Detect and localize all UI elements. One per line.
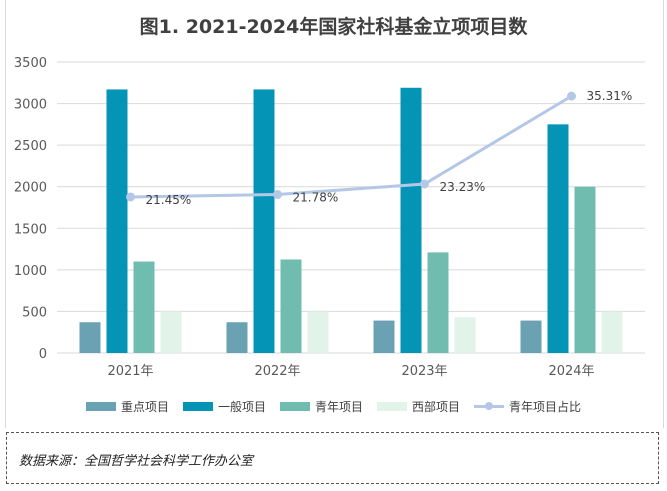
line-point [567,91,576,101]
bar-重点项目 [373,320,395,353]
bar-一般项目 [400,87,422,353]
legend-label: 青年项目占比 [509,400,582,414]
y-tick-label: 500 [22,305,47,320]
legend-item: 青年项目 [279,398,363,415]
bar-重点项目 [226,322,248,353]
bar-青年项目 [427,252,449,353]
line-point [273,190,282,200]
x-tick-label: 2021年 [107,364,153,379]
legend-label: 一般项目 [217,400,266,414]
line-point [420,179,429,189]
bar-西部项目 [601,311,623,353]
bar-西部项目 [160,311,182,353]
legend-label: 西部项目 [412,400,461,414]
y-tick-label: 0 [39,347,47,362]
line-data-label: 35.31% [587,89,633,103]
bar-一般项目 [253,89,275,354]
line-data-label: 21.78% [293,191,339,205]
legend-item: 重点项目 [85,398,169,415]
legend-swatch [85,402,116,411]
line-series [130,94,573,199]
bar-青年项目 [280,259,302,353]
bar-一般项目 [547,124,569,353]
bar-一般项目 [106,89,128,354]
bar-西部项目 [307,311,329,353]
bar-重点项目 [520,320,542,353]
source-box: 数据来源：全国哲学社会科学工作办公室 [6,432,659,484]
legend-item: 一般项目 [182,398,266,415]
x-tick-label: 2024年 [548,364,594,379]
legend-item: 青年项目占比 [474,398,581,415]
x-tick-label: 2023年 [401,364,447,379]
y-tick-label: 1500 [14,222,47,237]
legend-label: 重点项目 [120,400,169,414]
y-tick-label: 1000 [14,264,47,279]
line-point [126,192,135,202]
chart-title: 图1. 2021-2024年国家社科基金立项项目数 [139,16,528,38]
y-tick-label: 2500 [14,139,47,154]
bar-重点项目 [79,322,101,353]
line-data-label: 23.23% [440,180,486,194]
line-data-label: 21.45% [146,193,192,207]
y-tick-label: 2000 [14,181,47,196]
legend-swatch [377,402,407,411]
y-tick-label: 3000 [14,98,47,113]
bar-青年项目 [574,186,596,353]
legend-swatch [279,402,310,411]
bar-西部项目 [454,317,476,353]
source-text: 数据来源：全国哲学社会科学工作办公室 [19,454,254,469]
legend-item: 西部项目 [377,398,460,415]
x-tick-label: 2022年 [254,364,300,379]
legend-label: 青年项目 [314,400,363,414]
legend-line-marker [474,402,505,410]
chart-plot: 0 500 1000 1500 2000 2500 3000 3500 2021年 2022年 20… [14,56,645,379]
chart-frame [5,0,664,428]
bar-青年项目 [133,261,155,353]
y-tick-label: 3500 [14,56,47,71]
legend-swatch [182,402,213,411]
legend: 重点项目 一般项目 青年项目 西部项目 青年项目占比 [0,398,667,415]
